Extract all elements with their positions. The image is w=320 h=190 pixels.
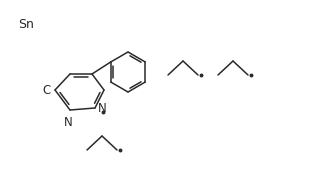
Text: N: N	[98, 102, 107, 116]
Text: Sn: Sn	[18, 18, 34, 31]
Text: C: C	[43, 83, 51, 97]
Text: N: N	[64, 116, 72, 129]
